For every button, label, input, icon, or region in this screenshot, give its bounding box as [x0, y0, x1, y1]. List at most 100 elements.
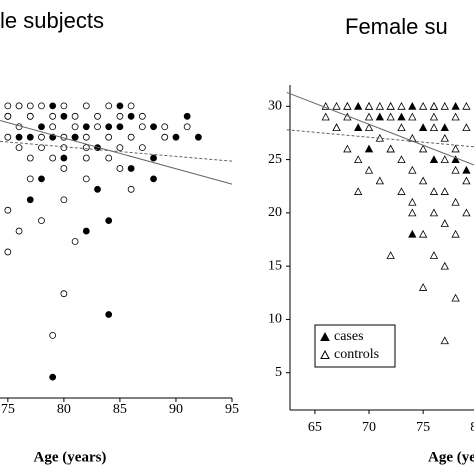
point [82, 154, 90, 162]
point [429, 155, 439, 163]
point [94, 185, 101, 193]
point [408, 165, 417, 174]
point [397, 101, 406, 110]
point [418, 229, 428, 238]
point [440, 219, 449, 227]
point [429, 112, 439, 121]
point [26, 102, 34, 110]
point [26, 175, 34, 183]
point [451, 144, 460, 153]
point [418, 144, 428, 153]
point [15, 133, 23, 141]
point [418, 101, 428, 110]
point [418, 176, 428, 185]
point [451, 229, 460, 238]
point [161, 123, 169, 131]
point [332, 101, 341, 110]
point [94, 123, 101, 131]
x-tick-label: 80 [57, 402, 71, 417]
point [451, 101, 460, 110]
point [343, 144, 352, 153]
point [440, 155, 449, 163]
regression-line [0, 119, 233, 185]
point [82, 133, 90, 141]
point [105, 123, 113, 131]
point [150, 123, 157, 131]
point [116, 112, 124, 120]
point [321, 112, 330, 121]
point [138, 123, 146, 131]
x-tick-label: 65 [308, 420, 322, 435]
point [451, 155, 460, 163]
point [60, 144, 68, 152]
point [116, 144, 124, 152]
point [4, 133, 12, 141]
x-tick-label: 90 [169, 402, 183, 417]
point [375, 101, 385, 110]
point [343, 101, 352, 110]
point [408, 112, 417, 121]
chart-title: le subjects [0, 8, 104, 33]
legend-label: controls [334, 347, 379, 362]
regression-line [286, 91, 474, 166]
point [397, 187, 406, 195]
y-tick-label: 20 [268, 205, 282, 220]
point [105, 154, 113, 162]
x-tick-label: 85 [113, 402, 127, 417]
y-tick-label: 5 [275, 365, 282, 380]
point [38, 217, 45, 225]
point [440, 336, 449, 345]
point [462, 123, 471, 132]
point [60, 102, 68, 110]
y-tick-label: 10 [268, 312, 282, 327]
point [462, 208, 471, 217]
point [397, 123, 406, 132]
point [354, 123, 363, 132]
point [354, 187, 363, 195]
point [71, 238, 79, 245]
point [94, 112, 101, 120]
chart-title: Female su [345, 14, 448, 39]
regression-line [0, 140, 233, 162]
point [364, 123, 374, 132]
point [462, 101, 471, 110]
point [354, 101, 363, 110]
y-tick-label: 30 [268, 99, 282, 114]
point [429, 251, 439, 259]
y-tick-label: 15 [268, 258, 282, 273]
point [49, 331, 57, 339]
point [60, 154, 68, 162]
point [4, 206, 12, 214]
point [116, 123, 124, 131]
point [127, 102, 135, 110]
point [429, 208, 439, 217]
point [462, 165, 471, 174]
point [418, 123, 428, 132]
point [183, 112, 191, 120]
x-tick-label: 95 [225, 402, 239, 417]
point [105, 311, 113, 318]
point [71, 112, 79, 120]
point [82, 175, 90, 183]
point [440, 101, 449, 110]
point [4, 248, 12, 256]
x-tick-label: 70 [362, 420, 376, 435]
point [15, 144, 23, 152]
point [364, 101, 374, 110]
point [26, 196, 34, 204]
point [408, 197, 417, 206]
point [386, 144, 395, 153]
point [138, 144, 146, 152]
point [60, 290, 68, 298]
point [4, 112, 12, 120]
point [38, 144, 45, 152]
point [82, 144, 90, 152]
point [386, 251, 395, 259]
point [4, 102, 12, 110]
point [408, 229, 417, 238]
point [429, 101, 439, 110]
legend-box [314, 324, 396, 368]
point [71, 123, 79, 131]
point [386, 101, 395, 110]
point [440, 187, 449, 195]
